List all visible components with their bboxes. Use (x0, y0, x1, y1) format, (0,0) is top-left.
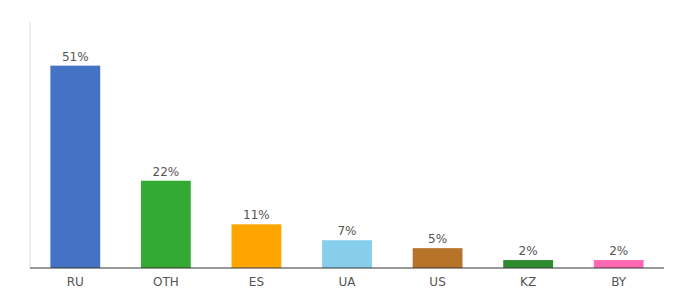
x-tick-label: ES (249, 275, 264, 289)
chart-container: 51% 22% 11% 7% 5% 2% 2% RU OTH ES UA US KZ BY (0, 0, 680, 300)
data-label: 7% (337, 224, 356, 238)
data-label: 5% (428, 232, 447, 246)
labels: 51% 22% 11% 7% 5% 2% 2% (62, 50, 628, 258)
x-axis-line (30, 268, 664, 269)
x-tick-label: US (429, 275, 445, 289)
data-label: 2% (519, 244, 538, 258)
bars (50, 66, 643, 268)
bar (322, 240, 372, 268)
bar (50, 66, 100, 268)
bar (413, 248, 463, 268)
chart-svg: 51% 22% 11% 7% 5% 2% 2% RU OTH ES UA US KZ BY (0, 0, 680, 300)
x-tick-label: KZ (520, 275, 536, 289)
x-tick-label: UA (339, 275, 357, 289)
bar (141, 181, 191, 268)
x-tick-label: RU (67, 275, 84, 289)
data-label: 51% (62, 50, 89, 64)
data-label: 11% (243, 208, 270, 222)
bar (503, 260, 553, 268)
y-axis-line (30, 22, 31, 268)
bar (594, 260, 644, 268)
bar (232, 224, 282, 268)
x-tick-label: BY (611, 275, 627, 289)
x-tick-label: OTH (153, 275, 179, 289)
data-label: 22% (153, 165, 180, 179)
data-label: 2% (609, 244, 628, 258)
